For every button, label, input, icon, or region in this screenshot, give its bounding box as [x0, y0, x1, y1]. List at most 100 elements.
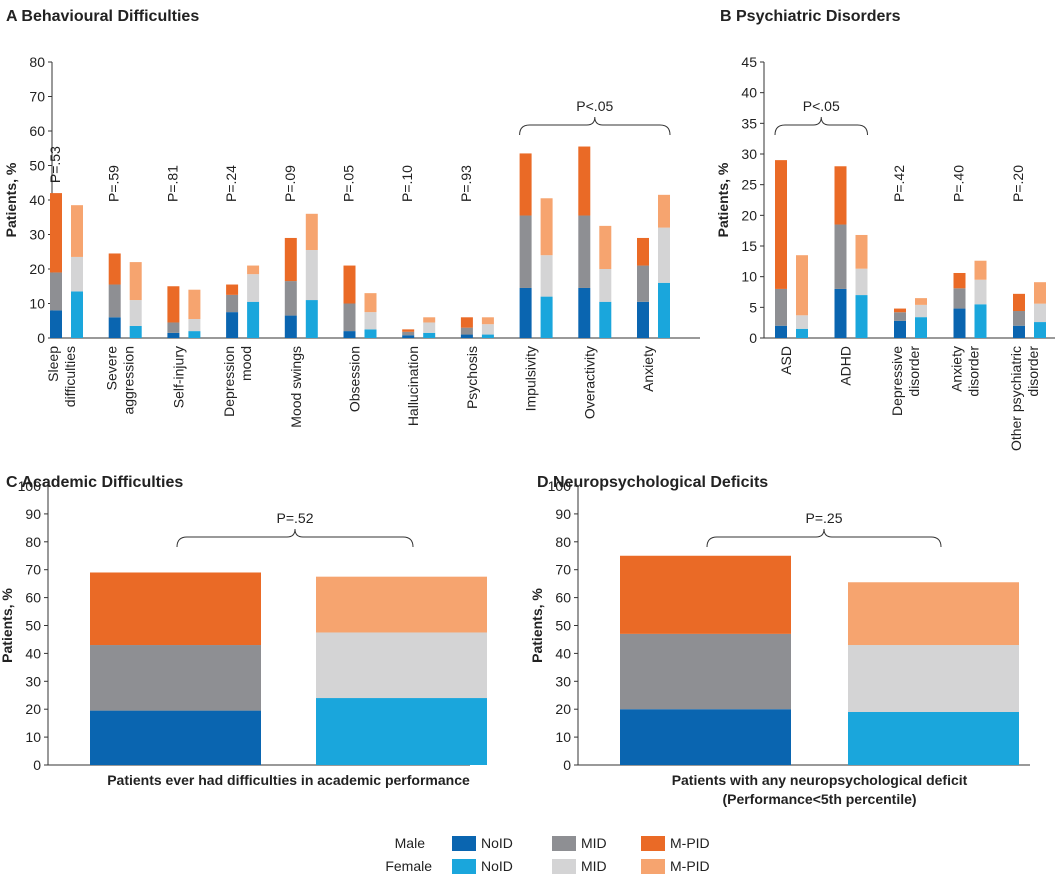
- bar-female-noid: [129, 325, 142, 338]
- panel-letter: C: [6, 474, 21, 491]
- bar-male-mid: [578, 215, 591, 288]
- category-label: Sleepdifficulties: [45, 346, 78, 407]
- y-tick-label: 15: [741, 238, 757, 254]
- bar-female-mid: [316, 632, 487, 699]
- bar-male-mpid: [402, 329, 415, 332]
- panel-title: B Psychiatric Disorders: [720, 8, 901, 25]
- bar-male-mid: [284, 281, 297, 316]
- bar-female-mid: [1034, 303, 1046, 323]
- category-label-line: mood: [238, 346, 254, 381]
- category-label: Hallucination: [405, 346, 421, 426]
- bar-male-mid: [834, 224, 847, 289]
- bar-female-mpid: [481, 317, 494, 325]
- p-value-label: P=.40: [951, 165, 967, 202]
- bar-male-mpid: [953, 272, 966, 289]
- y-tick-label: 90: [25, 506, 41, 522]
- bar-male-mid: [953, 288, 966, 309]
- y-tick-label: 0: [33, 757, 41, 773]
- category-label-line: Anxiety: [949, 346, 965, 392]
- y-tick-label: 0: [37, 330, 45, 346]
- bar-male-mid: [50, 272, 62, 311]
- category-label-line: disorder: [966, 346, 982, 397]
- bar-male-mid: [775, 288, 787, 326]
- y-tick-label: 100: [18, 478, 42, 494]
- category-label-line: Obsession: [347, 346, 363, 412]
- panel-letter: D: [537, 474, 553, 491]
- bar-male-noid: [620, 709, 791, 765]
- p-value-label: P=.59: [106, 165, 122, 202]
- bar-female-mid: [855, 268, 868, 296]
- bar-female-mpid: [316, 576, 487, 633]
- bar-female-noid: [423, 332, 436, 338]
- category-group: P=.24 Depressionmood: [221, 165, 260, 417]
- category-group: P=.81 Self-injury: [164, 165, 201, 408]
- bar-female-noid: [855, 295, 868, 338]
- bar-female-mpid: [188, 289, 201, 320]
- y-tick-label: 70: [25, 562, 41, 578]
- bar-female-mpid: [796, 255, 808, 316]
- bar-male-noid: [343, 331, 356, 338]
- bar-female-mpid: [658, 194, 670, 228]
- y-tick-label: 50: [29, 158, 45, 174]
- legend-label-male-mid: MID: [581, 835, 607, 851]
- category-group: P=.05 Obsession: [341, 165, 377, 412]
- panel-title: C Academic Difficulties: [6, 474, 183, 491]
- category-label-line: difficulties: [62, 346, 78, 407]
- y-tick-label: 80: [25, 534, 41, 550]
- bar-male-noid: [775, 325, 787, 338]
- legend-label-female-mid: MID: [581, 858, 607, 874]
- y-tick-label: 40: [555, 645, 571, 661]
- bar-male-mpid: [167, 286, 180, 323]
- panel-psychiatric-disorders: B Psychiatric Disorders 0 5 10 15 20 25 30 35 40 4…: [715, 8, 1055, 451]
- y-axis-title: Patients, %: [529, 588, 545, 663]
- bar-male-noid: [284, 315, 297, 338]
- category-label-line: disorder: [906, 346, 922, 397]
- bar-male-mid: [343, 303, 356, 332]
- legend-label-female-mpid: M-PID: [670, 858, 710, 874]
- bar-female-mpid: [129, 262, 142, 301]
- bar-male-mpid: [460, 317, 473, 328]
- bar-male-mid: [894, 312, 906, 321]
- bar-female-mpid: [974, 260, 987, 280]
- category-label-line: aggression: [121, 346, 137, 415]
- legend-swatch-female-mid: [552, 859, 576, 874]
- category-group: Anxiety: [637, 194, 670, 392]
- bar-male-noid: [402, 335, 415, 338]
- x-axis-title: (Performance<5th percentile): [722, 791, 916, 807]
- category-label-line: Sleep: [45, 346, 61, 382]
- category-label: Depressivedisorder: [889, 346, 922, 416]
- bar-female-noid: [364, 329, 377, 338]
- bar-female-mid: [974, 279, 987, 305]
- category-label: Psychosis: [464, 346, 480, 409]
- y-tick-label: 30: [29, 227, 45, 243]
- category-group: ASD: [775, 160, 808, 375]
- category-label-line: Impulsivity: [523, 346, 539, 411]
- category-label-line: ADHD: [838, 346, 854, 386]
- p-value-label: P=.10: [399, 165, 415, 202]
- bar-male-mid: [402, 331, 415, 336]
- bar-male-mid: [167, 322, 180, 333]
- category-label: Anxietydisorder: [949, 346, 982, 397]
- y-tick-label: 10: [25, 729, 41, 745]
- p-value-label: P=.93: [458, 165, 474, 202]
- category-group: Impulsivity: [519, 153, 553, 411]
- bar-female-mpid: [364, 293, 377, 313]
- bar-male-mid: [90, 645, 261, 711]
- category-group: P=.40 Anxietydisorder: [949, 165, 987, 397]
- bar-male-noid: [578, 287, 591, 338]
- category-group: ADHD: [834, 166, 868, 386]
- y-tick-label: 0: [749, 330, 757, 346]
- category-label: Severeaggression: [104, 346, 137, 415]
- y-tick-label: 0: [563, 757, 571, 773]
- bar-male-mpid: [637, 237, 649, 266]
- bar-female-mpid: [423, 317, 436, 323]
- y-tick-label: 20: [29, 261, 45, 277]
- legend: Male Female NoID NoID MID MID M-PID M-PI…: [385, 835, 710, 874]
- category-label-line: Anxiety: [640, 346, 656, 392]
- bar-female-mpid: [1034, 282, 1046, 304]
- category-label: Mood swings: [288, 346, 304, 428]
- bar-male-noid: [834, 288, 847, 338]
- bar-female-mpid: [247, 265, 260, 275]
- bar-female-mpid: [915, 298, 927, 305]
- category-label-line: disorder: [1025, 346, 1041, 397]
